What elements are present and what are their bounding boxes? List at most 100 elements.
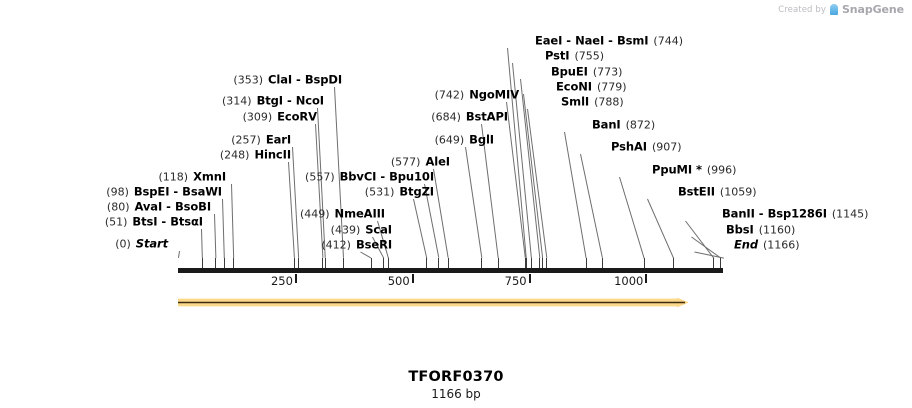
enzyme-name: NgoMIV: [469, 87, 519, 102]
site-label[interactable]: End (1166): [734, 238, 800, 252]
site-label[interactable]: (80) AvaI - BsoBI: [107, 199, 211, 214]
snapgene-watermark: Created by SnapGene: [778, 3, 904, 16]
enzyme-name: PstI: [545, 48, 570, 63]
site-position: (1160): [758, 223, 796, 237]
site-position: (742): [434, 88, 465, 102]
site-position: (907): [651, 140, 682, 154]
site-enzyme-names: EcoNI: [556, 80, 592, 94]
site-enzyme-names: BanII - Bsp1286I: [722, 207, 827, 221]
site-label[interactable]: EcoNI (779): [556, 80, 627, 94]
site-label[interactable]: (577) AleI: [391, 155, 450, 169]
site-leader-line: [413, 198, 428, 259]
orf-arrow[interactable]: [177, 292, 690, 308]
enzyme-name: BbsI: [726, 222, 754, 237]
site-label[interactable]: BstEII (1059): [678, 185, 757, 199]
site-label[interactable]: BpuEI (773): [551, 65, 623, 79]
site-label[interactable]: (248) HincII: [220, 148, 291, 162]
sequence-name: TFORF0370: [408, 369, 504, 385]
sequence-backbone: [178, 268, 723, 273]
site-tick: [673, 258, 674, 268]
site-enzyme-names: EcoRV: [277, 110, 317, 124]
enzyme-name: BtgZI: [399, 184, 434, 199]
site-label[interactable]: BanII - Bsp1286I (1145): [722, 207, 869, 221]
site-label[interactable]: PstI (755): [545, 48, 605, 63]
snapgene-logo-icon: [829, 4, 838, 15]
enzyme-name: NaeI: [575, 33, 605, 48]
site-label[interactable]: (314) BtgI - NcoI: [222, 94, 324, 108]
site-label[interactable]: (0) Start: [115, 236, 168, 251]
site-position: (257): [231, 133, 261, 147]
site-enzyme-names: BtgI - NcoI: [257, 94, 324, 108]
site-enzyme-names: PstI: [545, 48, 570, 63]
site-enzyme-names: AleI: [425, 155, 450, 169]
site-label[interactable]: (309) EcoRV: [243, 110, 318, 124]
enzyme-name: SmlI: [561, 94, 590, 109]
site-enzyme-names: NmeAIII: [335, 207, 386, 221]
enzyme-name: BbvCI: [339, 169, 377, 184]
site-position: (98): [106, 185, 129, 199]
site-enzyme-names: BbsI: [726, 223, 754, 237]
site-leader-line: [647, 198, 674, 259]
enzyme-separator: -: [604, 33, 617, 48]
site-label[interactable]: EaeI - NaeI - BsmI (744): [535, 33, 683, 48]
enzyme-name: Start: [135, 236, 168, 251]
site-position: (1145): [831, 207, 869, 221]
site-tick: [447, 258, 449, 268]
enzyme-name: PpuMI *: [652, 162, 702, 177]
site-position: (353): [233, 73, 264, 87]
site-label[interactable]: (353) ClaI - BspDI: [233, 72, 342, 87]
enzyme-name: BsoBI: [174, 199, 211, 214]
enzyme-name: BspEI: [133, 184, 170, 199]
site-position: (684): [431, 110, 461, 124]
site-enzyme-names: NgoMIV: [469, 88, 519, 102]
enzyme-name: BanI: [592, 117, 621, 132]
site-tick: [383, 258, 385, 268]
site-leader-line: [619, 176, 645, 259]
site-label[interactable]: BanI (872): [592, 117, 655, 132]
site-tick: [223, 258, 225, 268]
site-label[interactable]: (649) BglI: [434, 132, 495, 147]
site-label[interactable]: (531) BtgZI: [365, 185, 434, 199]
enzyme-name: XmnI: [193, 169, 226, 184]
site-leader-line: [231, 183, 235, 258]
site-label[interactable]: (439) ScaI: [331, 223, 392, 237]
site-label[interactable]: BbsI (1160): [726, 223, 796, 237]
site-label[interactable]: (118) XmnI: [158, 170, 226, 184]
site-label[interactable]: (742) NgoMIV: [434, 88, 519, 102]
site-leader-line: [507, 47, 527, 259]
site-label[interactable]: (51) BtsI - BtsαI: [105, 214, 203, 229]
site-label[interactable]: PshAI (907): [611, 139, 682, 154]
enzyme-name: PshAI: [611, 139, 647, 154]
site-tick: [322, 258, 324, 268]
enzyme-separator: -: [157, 214, 171, 229]
site-label[interactable]: (412) BseRI: [321, 238, 392, 252]
ruler-tick: [645, 274, 648, 283]
site-label[interactable]: (449) NmeAIII: [300, 207, 386, 221]
enzyme-name: BglI: [469, 132, 494, 147]
site-label[interactable]: PpuMI * (996): [652, 162, 736, 177]
site-position: (755): [574, 49, 605, 63]
site-leader-line: [222, 198, 225, 258]
site-label[interactable]: (257) EarI: [231, 133, 291, 147]
site-tick: [481, 258, 483, 268]
enzyme-name: BstAPI: [465, 109, 508, 124]
site-enzyme-names: BspEI - BsaWI: [134, 185, 222, 199]
enzyme-separator: -: [169, 184, 183, 199]
site-position: (649): [434, 133, 465, 147]
site-label[interactable]: (684) BstAPI: [431, 109, 508, 124]
site-enzyme-names: BtgZI: [399, 185, 434, 199]
ruler-tick-label: 1000: [614, 274, 644, 288]
site-label[interactable]: (557) BbvCI - Bpu10I: [305, 169, 434, 184]
sequence-length: 1166 bp: [431, 387, 481, 401]
enzyme-name: EcoNI: [556, 79, 592, 94]
site-leader-line: [178, 250, 180, 259]
site-enzyme-names: BstEII: [678, 185, 715, 199]
site-position: (773): [592, 65, 623, 79]
site-tick: [293, 258, 295, 268]
site-label[interactable]: SmlI (788): [561, 94, 624, 109]
site-position: (1059): [719, 185, 757, 199]
enzyme-name: ClaI: [268, 72, 293, 87]
site-enzyme-names: XmnI: [193, 170, 226, 184]
site-label[interactable]: (98) BspEI - BsaWI: [106, 185, 222, 199]
